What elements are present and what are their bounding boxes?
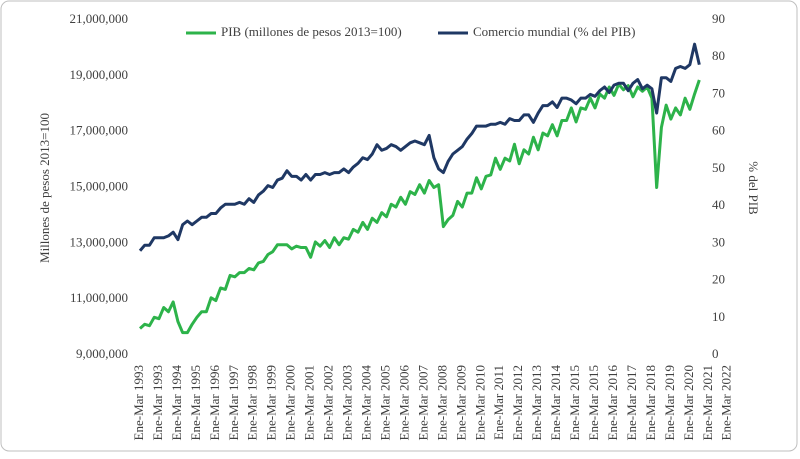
x-tick-label: Ene-Mar 2008	[434, 365, 449, 440]
x-tick-label: Ene-Mar 2013	[529, 365, 544, 440]
x-tick-label: Ene-Mar 2022	[719, 365, 734, 440]
x-tick-label: Ene-Mar 2014	[548, 365, 563, 441]
x-tick-label: Ene-Mar 1994	[169, 365, 184, 441]
x-tick-label: Ene-Mar 1997	[226, 365, 241, 441]
x-tick-label: Ene-Mar 2015	[586, 365, 601, 440]
y2-tick-label: 40	[712, 197, 725, 212]
y2-axis-title: % del PIB	[746, 161, 761, 215]
y-tick-label: 11,000,000	[70, 290, 128, 305]
y2-tick-label: 80	[712, 48, 725, 63]
x-tick-label: Ene-Mar 2021	[700, 365, 715, 440]
x-tick-label: Ene-Mar 2012	[510, 365, 525, 440]
y-tick-label: 15,000,000	[70, 178, 129, 193]
y2-tick-label: 90	[712, 11, 725, 26]
y2-tick-label: 30	[712, 234, 725, 249]
y2-tick-label: 10	[712, 309, 725, 324]
x-tick-label: Ene-Mar 1993	[131, 365, 146, 440]
y-tick-label: 19,000,000	[70, 67, 129, 82]
y2-tick-label: 60	[712, 123, 725, 138]
x-tick-label: Ene-Mar 2009	[453, 365, 468, 440]
x-tick-label: Ene-Mar 2003	[340, 365, 355, 440]
x-tick-label: Ene-Mar 2007	[415, 365, 430, 441]
y2-tick-label: 50	[712, 160, 725, 175]
x-tick-label: Ene-Mar 2011	[491, 365, 506, 440]
data-line	[138, 42, 701, 252]
x-tick-label: Ene-Mar 1996	[207, 365, 222, 441]
y-tick-label: 21,000,000	[70, 11, 129, 26]
x-tick-label: Ene-Mar 2004	[359, 365, 374, 441]
x-tick-label: Ene-Mar 1993	[150, 365, 165, 440]
x-tick-label: Ene-Mar 2016	[605, 365, 620, 441]
legend-label: Comercio mundial (% del PIB)	[473, 24, 635, 39]
y-axis-title: Millones de pesos 2013=100	[37, 113, 52, 263]
data-line	[139, 79, 701, 335]
y-tick-label: 9,000,000	[76, 346, 128, 361]
y2-tick-label: 0	[712, 346, 719, 361]
x-tick-label: Ene-Mar 2019	[662, 365, 677, 440]
x-tick-label: Ene-Mar 2000	[283, 365, 298, 440]
y-tick-label: 17,000,000	[70, 123, 129, 138]
x-tick-label: Ene-Mar 2017	[624, 365, 639, 441]
x-tick-label: Ene-Mar 2001	[302, 365, 317, 440]
x-tick-label: Ene-Mar 2006	[396, 365, 411, 441]
x-tick-label: Ene-Mar 1998	[245, 365, 260, 440]
x-tick-label: Ene-Mar 1995	[188, 365, 203, 440]
y2-tick-label: 70	[712, 85, 725, 100]
x-tick-label: Ene-Mar 2018	[643, 365, 658, 440]
legend-label: PIB (millones de pesos 2013=100)	[221, 24, 402, 39]
x-tick-label: Ene-Mar 2020	[681, 365, 696, 440]
y-tick-label: 13,000,000	[70, 234, 129, 249]
x-tick-label: Ene-Mar 2005	[377, 365, 392, 440]
x-tick-label: Ene-Mar 2015	[567, 365, 582, 440]
x-tick-label: Ene-Mar 2002	[321, 365, 336, 440]
x-tick-label: Ene-Mar 1999	[264, 365, 279, 440]
y2-tick-label: 20	[712, 272, 725, 287]
x-tick-label: Ene-Mar 2010	[472, 365, 487, 440]
